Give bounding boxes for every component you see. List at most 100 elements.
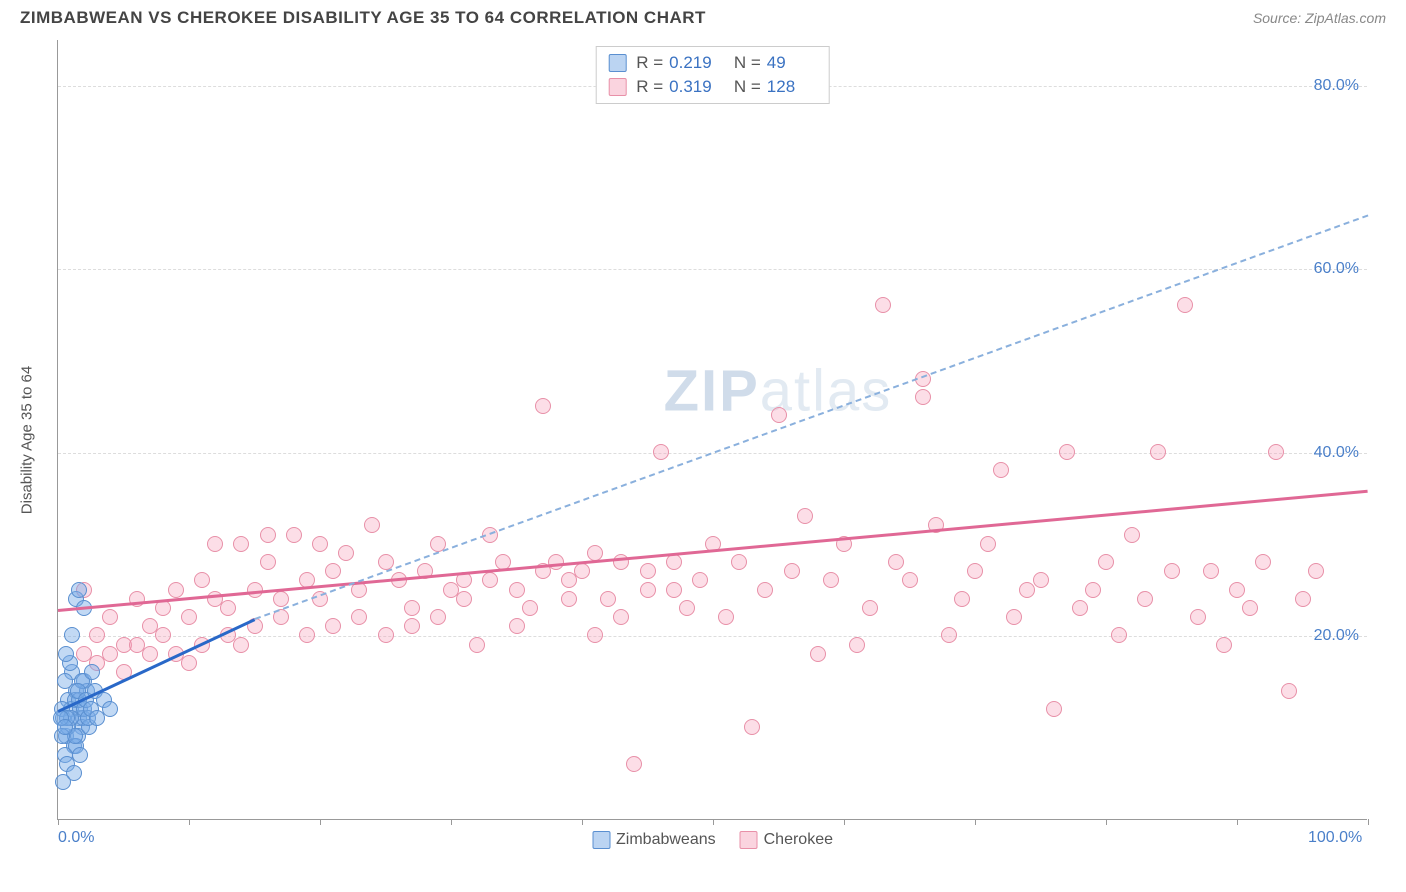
scatter-point [535, 398, 551, 414]
scatter-point [666, 554, 682, 570]
scatter-point [1281, 683, 1297, 699]
scatter-point [888, 554, 904, 570]
scatter-point [194, 572, 210, 588]
ytick-label: 40.0% [1314, 444, 1359, 462]
scatter-point [404, 618, 420, 634]
scatter-point [155, 627, 171, 643]
n-value-1: 49 [767, 53, 817, 73]
scatter-point [1098, 554, 1114, 570]
scatter-point [129, 637, 145, 653]
scatter-point [1216, 637, 1232, 653]
gridline-h [58, 269, 1367, 270]
scatter-point [849, 637, 865, 653]
n-value-2: 128 [767, 77, 817, 97]
scatter-point [1124, 527, 1140, 543]
xtick [1237, 819, 1238, 825]
scatter-point [1177, 297, 1193, 313]
scatter-point [233, 637, 249, 653]
scatter-point [1268, 444, 1284, 460]
scatter-point [220, 600, 236, 616]
scatter-point [430, 609, 446, 625]
scatter-point [84, 664, 100, 680]
scatter-point [915, 389, 931, 405]
scatter-point [823, 572, 839, 588]
xtick [1106, 819, 1107, 825]
xtick [189, 819, 190, 825]
scatter-point [338, 545, 354, 561]
scatter-point [875, 297, 891, 313]
swatch-blue [608, 54, 626, 72]
legend-swatch-pink [740, 831, 758, 849]
scatter-point [1046, 701, 1062, 717]
scatter-point [1255, 554, 1271, 570]
scatter-point [640, 563, 656, 579]
scatter-point [273, 591, 289, 607]
scatter-point [456, 591, 472, 607]
legend-label-2: Cherokee [764, 831, 833, 849]
scatter-point [718, 609, 734, 625]
scatter-point [233, 536, 249, 552]
scatter-point [744, 719, 760, 735]
scatter-point [312, 536, 328, 552]
scatter-point [653, 444, 669, 460]
scatter-point [1203, 563, 1219, 579]
scatter-point [181, 609, 197, 625]
scatter-point [1190, 609, 1206, 625]
stats-row-1: R = 0.219 N = 49 [608, 51, 817, 75]
swatch-pink [608, 78, 626, 96]
scatter-point [522, 600, 538, 616]
scatter-point [561, 591, 577, 607]
xtick [713, 819, 714, 825]
scatter-point [1006, 609, 1022, 625]
scatter-point [168, 582, 184, 598]
y-axis-label: Disability Age 35 to 64 [19, 366, 36, 514]
xtick [582, 819, 583, 825]
scatter-point [1137, 591, 1153, 607]
scatter-point [626, 756, 642, 772]
scatter-point [902, 572, 918, 588]
trend-line [254, 214, 1368, 620]
plot-area: ZIPatlas R = 0.219 N = 49 R = 0.319 N = … [57, 40, 1367, 820]
legend-item-2: Cherokee [740, 831, 833, 849]
scatter-point [286, 527, 302, 543]
scatter-point [72, 747, 88, 763]
scatter-point [260, 527, 276, 543]
scatter-point [404, 600, 420, 616]
stats-box: R = 0.219 N = 49 R = 0.319 N = 128 [595, 46, 830, 104]
r-label: R = [636, 77, 663, 97]
scatter-point [587, 627, 603, 643]
scatter-point [1164, 563, 1180, 579]
scatter-point [55, 774, 71, 790]
scatter-point [351, 609, 367, 625]
bottom-legend: Zimbabweans Cherokee [592, 831, 833, 849]
scatter-point [1072, 600, 1088, 616]
xtick [975, 819, 976, 825]
scatter-point [574, 563, 590, 579]
scatter-point [142, 646, 158, 662]
scatter-point [731, 554, 747, 570]
scatter-point [784, 563, 800, 579]
scatter-point [757, 582, 773, 598]
xtick-label: 0.0% [58, 829, 94, 847]
scatter-point [509, 582, 525, 598]
scatter-point [1308, 563, 1324, 579]
scatter-point [102, 609, 118, 625]
gridline-h [58, 636, 1367, 637]
scatter-point [57, 719, 73, 735]
xtick [58, 819, 59, 825]
legend-swatch-blue [592, 831, 610, 849]
scatter-point [1229, 582, 1245, 598]
stats-row-2: R = 0.319 N = 128 [608, 75, 817, 99]
scatter-point [810, 646, 826, 662]
scatter-point [482, 572, 498, 588]
chart-container: Disability Age 35 to 64 ZIPatlas R = 0.2… [45, 40, 1385, 840]
scatter-point [469, 637, 485, 653]
r-value-2: 0.319 [669, 77, 719, 97]
xtick-label: 100.0% [1308, 829, 1362, 847]
scatter-point [260, 554, 276, 570]
scatter-point [89, 627, 105, 643]
legend-item-1: Zimbabweans [592, 831, 716, 849]
scatter-point [967, 563, 983, 579]
scatter-point [64, 627, 80, 643]
scatter-point [1085, 582, 1101, 598]
